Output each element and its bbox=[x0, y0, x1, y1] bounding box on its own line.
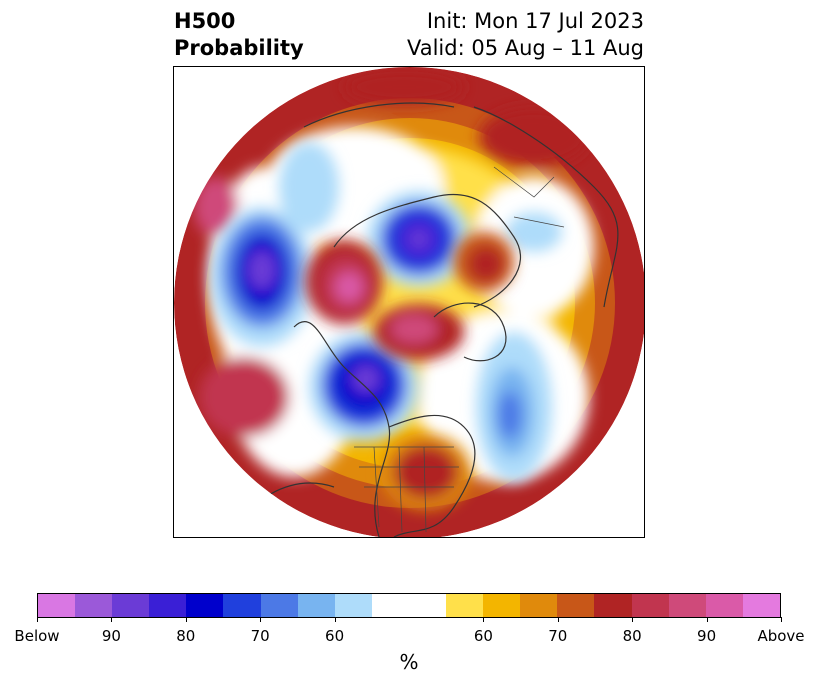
colorbar-tick-mark bbox=[111, 617, 113, 622]
probability-map bbox=[174, 67, 644, 537]
colorbar-tick-label: 70 bbox=[250, 627, 270, 645]
colorbar-swatch bbox=[483, 594, 521, 617]
colorbar-tick-label: 90 bbox=[101, 627, 121, 645]
colorbar-swatch bbox=[520, 594, 558, 617]
colorbar-swatch bbox=[594, 594, 632, 617]
colorbar-swatch bbox=[38, 594, 76, 617]
colorbar-swatch bbox=[260, 594, 298, 617]
colorbar-swatch bbox=[705, 594, 743, 617]
colorbar-tick-mark bbox=[781, 617, 782, 622]
colorbar-unit-label: % bbox=[399, 650, 419, 674]
colorbar bbox=[37, 593, 781, 618]
colorbar-swatch bbox=[668, 594, 706, 617]
valid-range: Valid: 05 Aug – 11 Aug bbox=[406, 36, 644, 60]
colorbar-tick-mark bbox=[632, 617, 634, 622]
colorbar-tick-mark bbox=[557, 617, 559, 622]
colorbar-tick-label: 70 bbox=[548, 627, 568, 645]
variable-title: H500 bbox=[174, 9, 236, 33]
colorbar-tick-label: 60 bbox=[325, 627, 345, 645]
state-borders bbox=[354, 166, 565, 533]
title-right: Init: Mon 17 Jul 2023 Valid: 05 Aug – 11… bbox=[407, 8, 644, 62]
above-anomalies bbox=[306, 232, 514, 510]
colorbar-swatch bbox=[631, 594, 669, 617]
colorbar-swatch bbox=[112, 594, 150, 617]
init-date: Init: Mon 17 Jul 2023 bbox=[426, 9, 644, 33]
colorbar-swatch bbox=[742, 594, 780, 617]
colorbar-swatch bbox=[186, 594, 224, 617]
probability-field bbox=[174, 67, 644, 537]
colorbar-swatch bbox=[557, 594, 595, 617]
colorbar-tick-label: Above bbox=[757, 627, 805, 645]
polar-map bbox=[173, 66, 645, 538]
colorbar-swatch bbox=[334, 594, 372, 617]
colorbar-tick-label: 80 bbox=[176, 627, 196, 645]
colorbar-swatch bbox=[149, 594, 187, 617]
colorbar-swatch bbox=[297, 594, 335, 617]
colorbar-tick-label: Below bbox=[14, 627, 60, 645]
colorbar-swatch bbox=[371, 594, 409, 617]
colorbar-swatch bbox=[446, 594, 484, 617]
below-anomalies bbox=[210, 142, 562, 482]
colorbar-tick-label: 80 bbox=[622, 627, 642, 645]
title-left: H500 Probability bbox=[174, 8, 304, 62]
colorbar-swatch bbox=[223, 594, 261, 617]
colorbar-tick-label: 60 bbox=[473, 627, 493, 645]
product-title: Probability bbox=[174, 36, 304, 60]
colorbar-tick-mark bbox=[37, 617, 38, 622]
colorbar-swatch bbox=[75, 594, 113, 617]
colorbar-tick-mark bbox=[260, 617, 262, 622]
colorbar-tick-mark bbox=[706, 617, 708, 622]
colorbar-tick-mark bbox=[483, 617, 485, 622]
colorbar-tick-mark bbox=[185, 617, 187, 622]
colorbar-swatch bbox=[408, 594, 447, 617]
colorbar-tick-mark bbox=[334, 617, 336, 622]
colorbar-tick-label: 90 bbox=[697, 627, 717, 645]
